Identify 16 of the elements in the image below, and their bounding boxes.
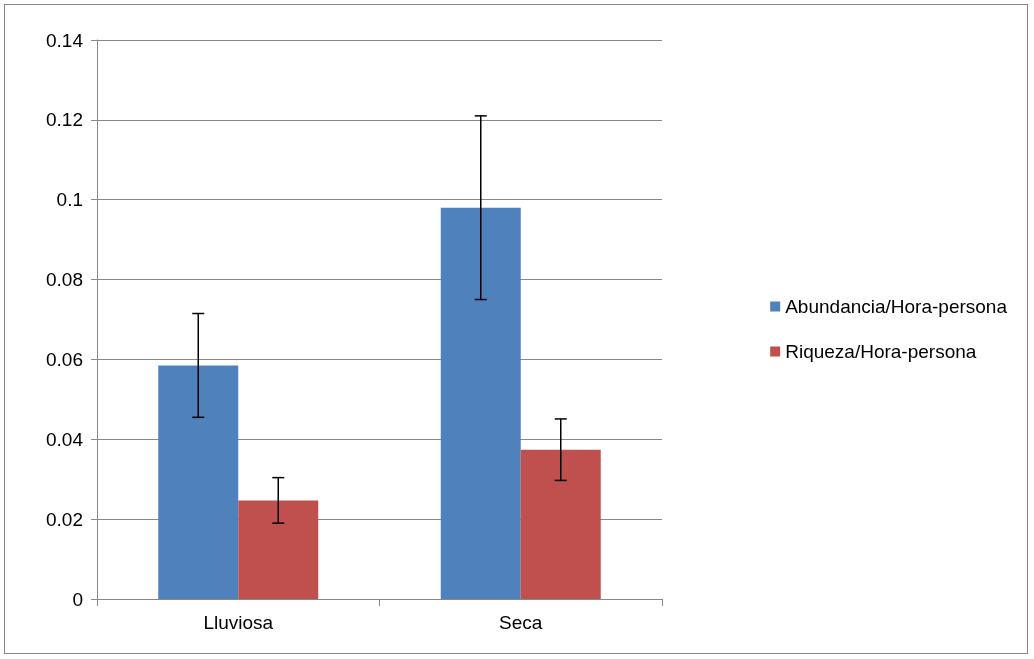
y-tick-label: 0.14: [46, 29, 84, 51]
y-tick-label: 0.02: [46, 508, 83, 530]
x-tick-label: Lluviosa: [203, 612, 274, 633]
y-tick-label: 0.12: [46, 109, 83, 131]
y-tick-label: 0.08: [46, 269, 83, 291]
x-tick-label: Seca: [499, 612, 543, 633]
y-tick-label: 0.06: [46, 348, 83, 370]
y-tick-label: 0.04: [46, 428, 84, 450]
bar: [440, 207, 521, 599]
y-tick-label: 0: [72, 588, 83, 610]
bar: [158, 365, 239, 599]
legend-label: Abundancia/Hora-persona: [785, 296, 1008, 317]
legend-label: Riqueza/Hora-persona: [785, 341, 977, 362]
y-tick-label: 0.1: [56, 189, 83, 211]
bar: [238, 500, 319, 599]
bar: [520, 449, 601, 599]
